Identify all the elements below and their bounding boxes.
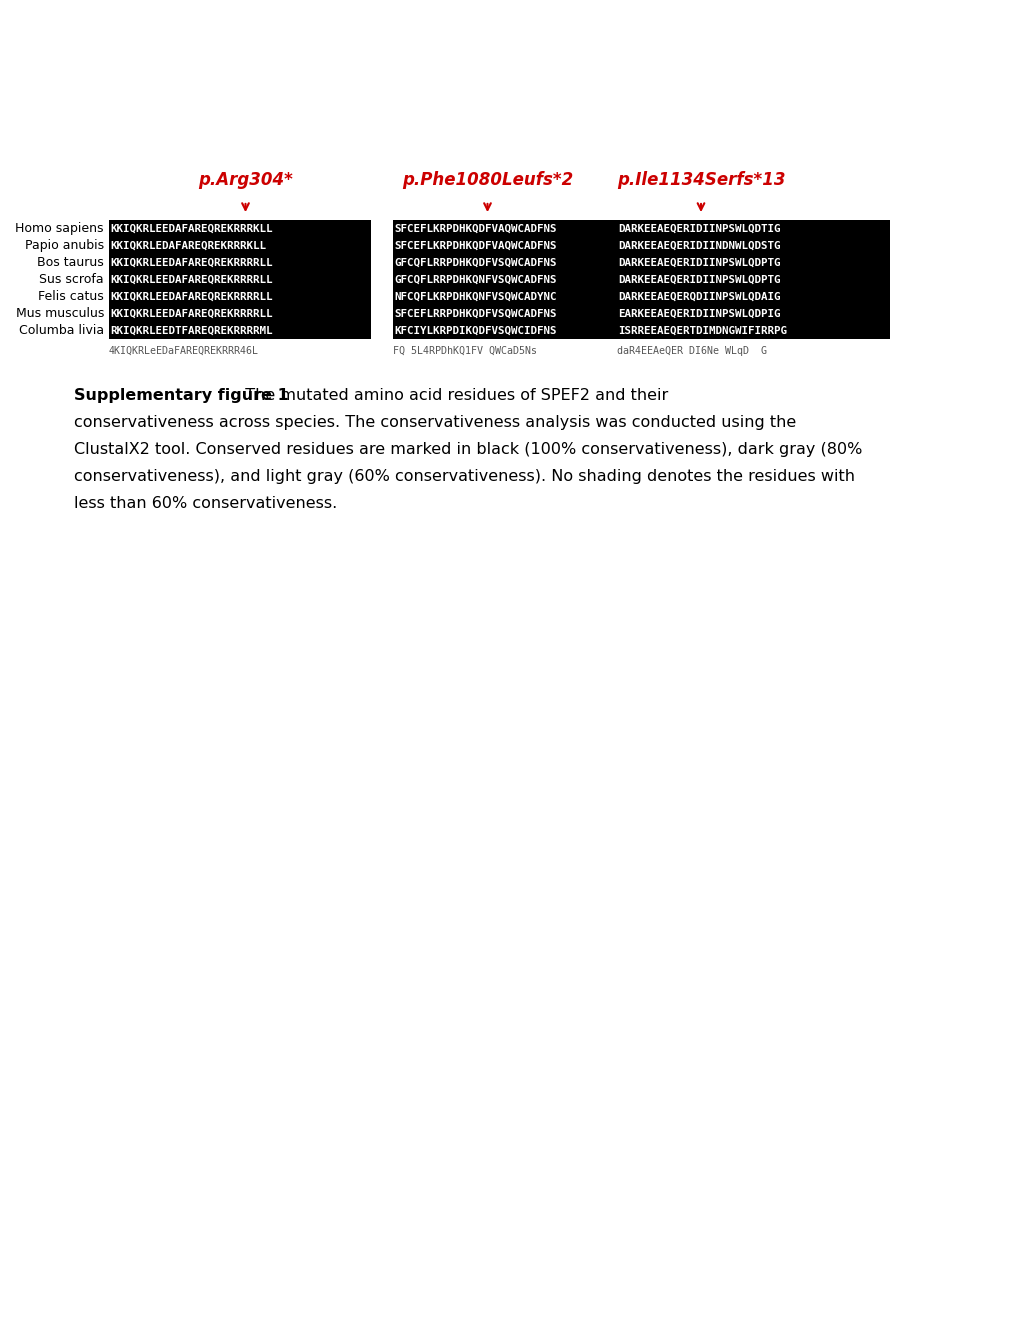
Text: DARKEEAEQERIDIINPSWLQDPTG: DARKEEAEQERIDIINPSWLQDPTG xyxy=(618,275,780,285)
Bar xyxy=(109,220,371,339)
Text: less than 60% conservativeness.: less than 60% conservativeness. xyxy=(74,496,337,511)
Text: p.Arg304*: p.Arg304* xyxy=(198,172,292,189)
Bar xyxy=(616,220,890,339)
Text: KFCIYLKRPDIKQDFVSQWCIDFNS: KFCIYLKRPDIKQDFVSQWCIDFNS xyxy=(393,326,556,335)
Text: SFCEFLKRPDHKQDFVAQWCADFNS: SFCEFLKRPDHKQDFVAQWCADFNS xyxy=(393,240,556,251)
Text: daR4EEAeQER DI6Ne WLqD  G: daR4EEAeQER DI6Ne WLqD G xyxy=(616,346,766,355)
Text: RKIQKRLEEDTFAREQREKRRRRML: RKIQKRLEEDTFAREQREKRRRRML xyxy=(110,326,272,335)
Text: ISRREEAEQERTDIMDNGWIFIRRPG: ISRREEAEQERTDIMDNGWIFIRRPG xyxy=(618,326,787,335)
Text: Columba livia: Columba livia xyxy=(19,323,104,337)
Text: ClustalX2 tool. Conserved residues are marked in black (100% conservativeness), : ClustalX2 tool. Conserved residues are m… xyxy=(74,442,861,457)
Text: Sus scrofa: Sus scrofa xyxy=(40,273,104,286)
Text: p.Phe1080Leufs*2: p.Phe1080Leufs*2 xyxy=(401,172,573,189)
Text: KKIQKRLEEDAFAREQREKRRRRLL: KKIQKRLEEDAFAREQREKRRRRLL xyxy=(110,275,272,285)
Text: KKIQKRLEEDAFAREQREKRRRRLL: KKIQKRLEEDAFAREQREKRRRRLL xyxy=(110,257,272,268)
Text: Supplementary figure 1: Supplementary figure 1 xyxy=(74,388,288,403)
Text: Mus musculus: Mus musculus xyxy=(15,308,104,319)
Text: DARKEEAEQERIDIINPSWLQDTIG: DARKEEAEQERIDIINPSWLQDTIG xyxy=(618,223,780,234)
Text: KKIQKRLEDAFAREQREKRRRKLL: KKIQKRLEDAFAREQREKRRRKLL xyxy=(110,240,266,251)
Text: KKIQKRLEEDAFAREQREKRRRRLL: KKIQKRLEEDAFAREQREKRRRRLL xyxy=(110,292,272,301)
Bar xyxy=(392,220,655,339)
Text: KKIQKRLEEDAFAREQREKRRRRLL: KKIQKRLEEDAFAREQREKRRRRLL xyxy=(110,309,272,318)
Text: SFCEFLRRPDHKQDFVSQWCADFNS: SFCEFLRRPDHKQDFVSQWCADFNS xyxy=(393,309,556,318)
Text: GFCQFLRRPDHKQNFVSQWCADFNS: GFCQFLRRPDHKQNFVSQWCADFNS xyxy=(393,275,556,285)
Text: KKIQKRLEEDAFAREQREKRRRKLL: KKIQKRLEEDAFAREQREKRRRKLL xyxy=(110,223,272,234)
Text: DARKEEAEQERIDIINPSWLQDPTG: DARKEEAEQERIDIINPSWLQDPTG xyxy=(618,257,780,268)
Text: NFCQFLKRPDHKQNFVSQWCADYNC: NFCQFLKRPDHKQNFVSQWCADYNC xyxy=(393,292,556,301)
Text: FQ 5L4RPDhKQ1FV QWCaD5Ns: FQ 5L4RPDhKQ1FV QWCaD5Ns xyxy=(392,346,536,355)
Text: Homo sapiens: Homo sapiens xyxy=(15,222,104,235)
Text: SFCEFLKRPDHKQDFVAQWCADFNS: SFCEFLKRPDHKQDFVAQWCADFNS xyxy=(393,223,556,234)
Text: 4KIQKRLeEDaFAREQREKRRR46L: 4KIQKRLeEDaFAREQREKRRR46L xyxy=(109,346,259,355)
Text: Felis catus: Felis catus xyxy=(38,290,104,304)
Text: The mutated amino acid residues of SPEF2 and their: The mutated amino acid residues of SPEF2… xyxy=(234,388,667,403)
Text: GFCQFLRRPDHKQDFVSQWCADFNS: GFCQFLRRPDHKQDFVSQWCADFNS xyxy=(393,257,556,268)
Text: Papio anubis: Papio anubis xyxy=(24,239,104,252)
Text: conservativeness across species. The conservativeness analysis was conducted usi: conservativeness across species. The con… xyxy=(74,414,796,430)
Text: DARKEEAEQERIDIINDNWLQDSTG: DARKEEAEQERIDIINDNWLQDSTG xyxy=(618,240,780,251)
Text: p.Ile1134Serfs*13: p.Ile1134Serfs*13 xyxy=(616,172,785,189)
Text: DARKEEAEQERQDIINPSWLQDAIG: DARKEEAEQERQDIINPSWLQDAIG xyxy=(618,292,780,301)
Text: conservativeness), and light gray (60% conservativeness). No shading denotes the: conservativeness), and light gray (60% c… xyxy=(74,469,854,484)
Text: Bos taurus: Bos taurus xyxy=(38,256,104,269)
Text: EARKEEAEQERIDIINPSWLQDPIG: EARKEEAEQERIDIINPSWLQDPIG xyxy=(618,309,780,318)
